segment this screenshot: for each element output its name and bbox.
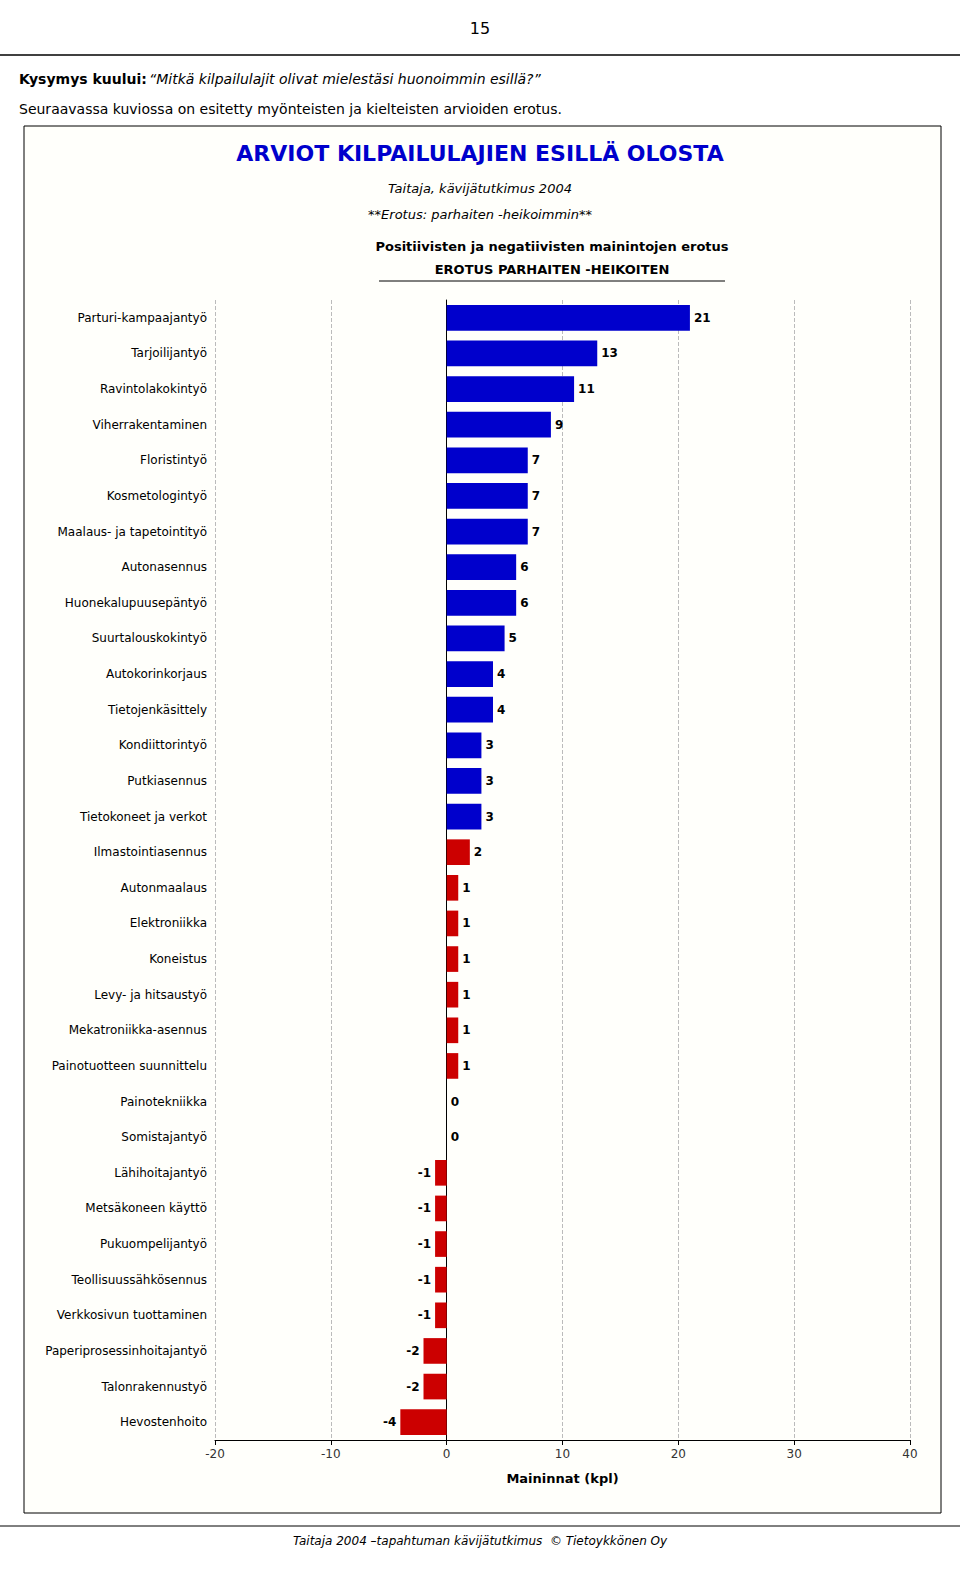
svg-text:Taitaja, kävijätutkimus 2004: Taitaja, kävijätutkimus 2004 [388,181,572,196]
svg-text:6: 6 [520,560,528,574]
svg-text:Teollisuussähkösennus: Teollisuussähkösennus [70,1273,207,1287]
svg-text:10: 10 [555,1447,570,1461]
svg-text:0: 0 [451,1130,459,1144]
svg-text:-2: -2 [406,1344,419,1358]
svg-text:-1: -1 [418,1237,431,1251]
svg-text:1: 1 [462,881,470,895]
svg-text:Kondiittorintyö: Kondiittorintyö [119,738,207,752]
svg-text:Tietojenkäsittely: Tietojenkäsittely [107,703,207,717]
svg-text:6: 6 [520,596,528,610]
svg-text:Putkiasennus: Putkiasennus [127,774,207,788]
svg-text:EROTUS PARHAITEN -HEIKOITEN: EROTUS PARHAITEN -HEIKOITEN [435,262,670,277]
svg-text:-1: -1 [418,1308,431,1322]
svg-text:40: 40 [902,1447,917,1461]
svg-text:Talonrakennustyö: Talonrakennustyö [101,1380,207,1394]
svg-text:7: 7 [532,453,540,467]
svg-text:Kosmetologintyö: Kosmetologintyö [107,489,207,503]
svg-text:Metsäkoneen käyttö: Metsäkoneen käyttö [85,1201,207,1215]
svg-text:9: 9 [555,418,563,432]
svg-text:-1: -1 [418,1166,431,1180]
svg-text:Huonekalupuusepäntyö: Huonekalupuusepäntyö [65,596,207,610]
svg-text:13: 13 [601,346,618,360]
svg-text:Parturi-kampaajantyö: Parturi-kampaajantyö [78,311,207,325]
svg-text:Lähihoitajantyö: Lähihoitajantyö [114,1166,207,1180]
svg-text:-10: -10 [321,1447,341,1461]
svg-text:-1: -1 [418,1273,431,1287]
svg-text:Painotuotteen suunnittelu: Painotuotteen suunnittelu [52,1059,207,1073]
svg-text:Autonasennus: Autonasennus [121,560,207,574]
svg-text:Koneistus: Koneistus [149,952,207,966]
svg-text:7: 7 [532,525,540,539]
svg-text:Ravintolakokintyö: Ravintolakokintyö [100,382,207,396]
svg-text:11: 11 [578,382,595,396]
svg-text:3: 3 [485,810,493,824]
svg-text:Maininnat (kpl): Maininnat (kpl) [506,1471,618,1486]
svg-text:Positiivisten ja negatiivisten: Positiivisten ja negatiivisten mainintoj… [375,239,728,254]
svg-text:20: 20 [671,1447,686,1461]
svg-text:3: 3 [485,738,493,752]
svg-text:Pukuompelijantyö: Pukuompelijantyö [100,1237,207,1251]
svg-text:2: 2 [474,845,482,859]
svg-text:4: 4 [497,667,505,681]
svg-text:21: 21 [694,311,711,325]
svg-text:30: 30 [787,1447,802,1461]
svg-text:-4: -4 [383,1415,396,1429]
svg-text:-1: -1 [418,1201,431,1215]
svg-text:Paperiprosessinhoitajantyö: Paperiprosessinhoitajantyö [45,1344,207,1358]
svg-text:15: 15 [470,19,490,38]
svg-text:0: 0 [443,1447,451,1461]
svg-text:3: 3 [485,774,493,788]
svg-text:-20: -20 [205,1447,225,1461]
svg-text:1: 1 [462,952,470,966]
svg-text:Mekatroniikka-asennus: Mekatroniikka-asennus [69,1023,207,1037]
svg-text:Tietokoneet ja verkot: Tietokoneet ja verkot [79,810,207,824]
svg-text:Hevostenhoito: Hevostenhoito [120,1415,207,1429]
svg-text:Maalaus- ja tapetointityö: Maalaus- ja tapetointityö [58,525,207,539]
svg-text:Kysymys kuului:: Kysymys kuului: [19,71,147,87]
svg-text:Viherrakentaminen: Viherrakentaminen [93,418,207,432]
svg-text:Tarjoilijantyö: Tarjoilijantyö [130,346,207,360]
svg-text:ARVIOT KILPAILULAJIEN ESILLÄ O: ARVIOT KILPAILULAJIEN ESILLÄ OLOSTA [236,141,723,166]
svg-text:Ilmastointiasennus: Ilmastointiasennus [94,845,207,859]
svg-text:Verkkosivun tuottaminen: Verkkosivun tuottaminen [57,1308,207,1322]
svg-text:7: 7 [532,489,540,503]
svg-text:Somistajantyö: Somistajantyö [121,1130,207,1144]
svg-text:1: 1 [462,916,470,930]
svg-text:1: 1 [462,1059,470,1073]
svg-text:Levy- ja hitsaustyö: Levy- ja hitsaustyö [94,988,207,1002]
svg-text:-2: -2 [406,1380,419,1394]
svg-text:Painotekniikka: Painotekniikka [120,1095,207,1109]
svg-text:4: 4 [497,703,505,717]
svg-text:Elektroniikka: Elektroniikka [130,916,207,930]
svg-text:Autokorinkorjaus: Autokorinkorjaus [106,667,207,681]
svg-text:“Mitkä kilpailulajit olivat mi: “Mitkä kilpailulajit olivat mielestäsi h… [149,71,542,87]
svg-text:Floristintyö: Floristintyö [140,453,207,467]
svg-text:**Erotus: parhaiten -heikoimmi: **Erotus: parhaiten -heikoimmin** [368,207,592,222]
svg-text:Seuraavassa kuviossa on esitet: Seuraavassa kuviossa on esitetty myöntei… [19,101,562,117]
svg-text:0: 0 [451,1095,459,1109]
svg-text:1: 1 [462,988,470,1002]
svg-text:Autonmaalaus: Autonmaalaus [121,881,207,895]
svg-text:5: 5 [509,631,517,645]
svg-text:Taitaja 2004 –tapahtuman kävij: Taitaja 2004 –tapahtuman kävijätutkimus … [293,1534,668,1548]
svg-text:1: 1 [462,1023,470,1037]
svg-text:Suurtalouskokintyö: Suurtalouskokintyö [92,631,207,645]
